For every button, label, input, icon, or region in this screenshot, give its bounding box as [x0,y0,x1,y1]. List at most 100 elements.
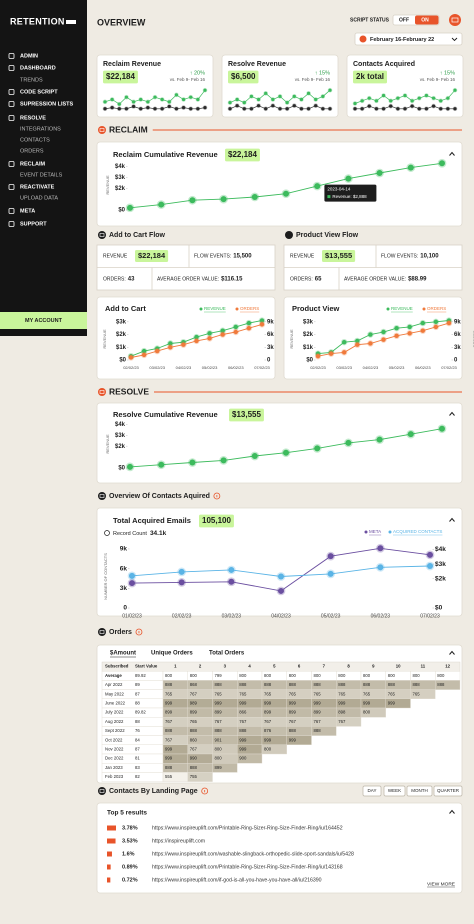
page-url[interactable]: https://inspireuplift.com [152,838,205,844]
cell-value: 767 [289,719,297,724]
menu-item[interactable]: TRENDS [20,77,43,83]
legend-label[interactable]: REVENUE [204,306,226,311]
period-label[interactable]: DAY [368,788,377,793]
legend-swatch [199,307,203,311]
collapse-caret[interactable] [449,650,455,655]
data-point [241,100,247,105]
row-label: July 2022 [105,710,124,715]
y-tick-label: $0 [118,466,125,472]
cohort-cell [360,707,386,718]
cell-value: 10,100 [420,254,439,260]
account-button[interactable] [0,312,87,329]
period-button[interactable] [362,785,382,797]
legend-label[interactable]: ORDERS [240,306,259,311]
data-point [249,106,254,112]
start-value: 87 [135,691,140,696]
x-tick-label: 04/02/23 [176,365,192,370]
cohort-cell [385,698,411,709]
cell-value: 800 [165,673,173,678]
menu-item[interactable]: RESOLVE [20,115,46,121]
menu-item[interactable]: EVENT DETAILS [20,172,63,178]
chart-card [96,296,276,380]
y-axis-label: REVENUE [105,434,110,454]
legend-label[interactable]: ACQUIRED CONTACTS [393,529,442,534]
data-point [354,341,361,348]
menu-item[interactable]: CONTACTS [20,137,50,143]
cell-value: 800 [413,673,421,678]
menu-item[interactable]: UPLOAD DATA [20,195,58,201]
collapse-caret[interactable] [449,151,455,156]
cell-value: 767 [239,719,247,724]
chart-title: Resolve Cumulative Revenue [113,410,218,419]
data-point [188,94,194,100]
data-point [206,335,213,342]
cohort-cell [336,717,362,727]
menu-item[interactable]: CODE SCRIPT [20,89,58,95]
y-tick-label: $2k [115,444,126,450]
row-label: Average [105,673,122,678]
percent-label: 0.89% [122,864,138,870]
cell-value: 999 [165,701,173,706]
y-tick-label: $3k [115,433,126,439]
data-point [359,98,365,104]
cell-value: 999 [338,701,346,706]
row-label: Aug 2022 [105,719,124,724]
legend-label[interactable]: META [369,529,381,534]
data-point [193,337,200,345]
tab[interactable]: Unique Orders [151,651,193,657]
period-button[interactable] [383,785,406,797]
data-point [145,99,151,105]
menu-item[interactable]: SUPPORT [20,221,47,227]
cell-value: 900 [239,756,247,761]
cell-value: 888 [264,682,272,687]
period-label[interactable]: WEEK [388,788,401,793]
menu-item[interactable]: SUPRESSION LISTS [20,101,74,107]
menu-item[interactable]: RECLAIM [20,161,45,167]
legend-label[interactable]: ORDERS [427,306,446,311]
column-header: 7 [323,664,326,669]
cell-value: 999 [388,701,396,706]
y-tick-label: $4k [115,164,126,170]
account-label[interactable]: MY ACCOUNT [25,318,63,324]
legend-label[interactable]: REVENUE [391,306,413,311]
section-glyph [99,494,105,498]
y-tick-label: 0 [267,358,271,364]
period-label[interactable]: QUARTER [437,788,460,793]
percent-label: 3.53% [122,838,138,844]
chart-title: Total Acquired Emails [113,516,191,525]
menu-item[interactable]: REACTIVATE [20,184,55,190]
tab[interactable]: $Amount [110,651,136,657]
data-point [116,106,122,112]
cell-value: 800 [215,756,223,761]
menu-item[interactable]: ADMIN [20,53,38,59]
page-url[interactable]: https://www.inspireuplift.com/washable-s… [152,851,354,857]
menu-item[interactable]: ORDERS [20,148,44,154]
tab[interactable]: Total Orders [209,651,245,657]
menu-item[interactable]: META [20,208,35,214]
period-button[interactable] [433,785,463,797]
date-picker[interactable] [354,32,463,46]
x-tick-label: 04/02/23 [271,613,291,619]
cell-value: 765 [165,691,173,696]
period-button[interactable] [406,785,433,797]
page-url[interactable]: https://www.inspireuplift.com/if-god-is-… [152,877,322,883]
collapse-caret[interactable] [449,411,455,416]
collapse-caret[interactable] [449,517,455,522]
mail-icon[interactable] [449,14,461,26]
cell-value: 888 [165,728,173,733]
info-icon [201,787,209,795]
cell-value: 999 [165,747,173,752]
view-more[interactable]: VIEW MORE [427,881,455,887]
cohort-cell [261,744,287,755]
period-label[interactable]: MONTH [411,788,428,793]
x-tick-label: 05/02/23 [202,365,218,370]
y-axis-label: REVENUE [102,329,107,349]
page-url[interactable]: https://www.inspireuplift.com/Printable-… [152,825,343,831]
menu-item[interactable]: INTEGRATIONS [20,126,61,132]
info-icon [213,492,221,500]
column-header: 11 [421,664,426,669]
data-point [291,94,297,99]
collapse-caret[interactable] [449,809,455,814]
page-url[interactable]: https://www.inspireuplift.com/Printable-… [152,864,343,870]
menu-item[interactable]: DASHBOARD [20,65,56,71]
